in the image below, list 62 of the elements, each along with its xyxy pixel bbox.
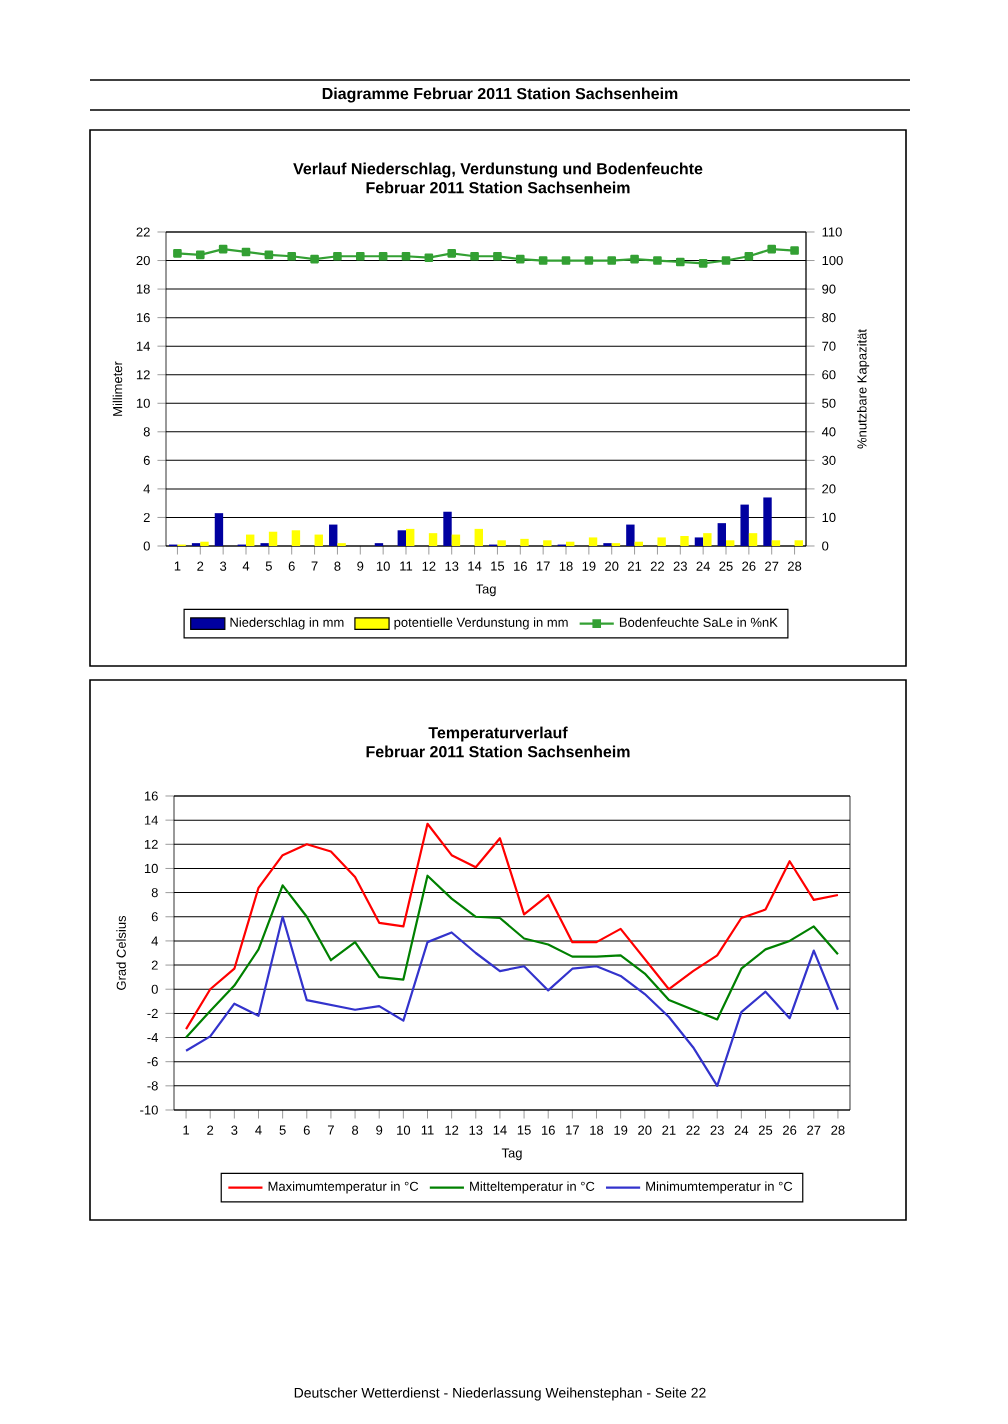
point: [675, 257, 685, 267]
point: [607, 256, 617, 265]
point: [355, 251, 365, 261]
point: [653, 256, 662, 265]
point: [401, 251, 411, 261]
point: [287, 251, 297, 261]
bar: [291, 530, 301, 546]
point: [515, 254, 525, 264]
bar: [397, 530, 406, 546]
chart-title: Verlauf Niederschlag, Verdunstung und Bodenfeuchte: [293, 162, 703, 178]
point: [721, 256, 731, 265]
point: [424, 253, 434, 262]
bar: [740, 504, 749, 546]
bar: [428, 533, 438, 546]
point: [195, 250, 205, 260]
bar: [497, 540, 506, 546]
bar: [703, 533, 712, 546]
point: [447, 249, 457, 258]
point: [790, 246, 799, 255]
bar: [329, 524, 338, 546]
text: Diagramme Februar 2011 Station Sachsenheim: [322, 87, 678, 103]
line-series: [184, 874, 840, 1039]
point: [744, 251, 754, 261]
chart-subtitle: Februar 2011 Station Sachsenheim: [366, 745, 630, 758]
point: [538, 256, 548, 265]
point: [173, 249, 182, 258]
bar: [657, 537, 666, 546]
bar: [694, 537, 704, 546]
point: [241, 247, 251, 257]
bar: [520, 538, 529, 546]
bar: [626, 524, 635, 546]
bar: [268, 531, 278, 546]
bar: [588, 537, 598, 546]
bar: [794, 540, 803, 546]
bar: [748, 533, 758, 546]
bar: [726, 540, 735, 546]
point: [767, 244, 777, 254]
chart-subtitle: Februar 2011 Station Sachsenheim: [366, 181, 630, 194]
bar: [474, 528, 483, 546]
bar: [717, 523, 726, 546]
point: [584, 256, 594, 265]
point: [561, 256, 571, 265]
point: [310, 254, 319, 264]
bar: [680, 536, 689, 546]
bar: [314, 534, 323, 546]
chart-title: Temperaturverlauf: [428, 726, 568, 742]
bar: [451, 534, 461, 546]
point: [218, 244, 228, 254]
point: [264, 250, 274, 260]
point: [378, 251, 388, 261]
bar: [214, 513, 224, 546]
point: [493, 251, 502, 261]
bar: [771, 540, 781, 546]
bar: [246, 534, 255, 546]
point: [470, 251, 479, 261]
point: [333, 251, 342, 261]
point: [630, 254, 639, 264]
point: [698, 259, 708, 268]
bar: [443, 511, 452, 546]
bar: [406, 528, 415, 546]
bar: [763, 497, 772, 546]
bar: [543, 540, 552, 546]
